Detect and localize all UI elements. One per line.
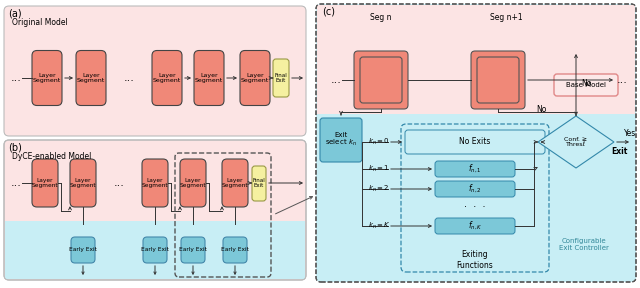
- Text: $k_n=2$: $k_n=2$: [368, 184, 390, 194]
- Text: Exit: Exit: [334, 132, 348, 138]
- FancyBboxPatch shape: [4, 6, 306, 136]
- Text: ...: ...: [11, 178, 21, 188]
- FancyBboxPatch shape: [4, 140, 306, 280]
- FancyBboxPatch shape: [142, 159, 168, 207]
- Text: $f_{n,1}$: $f_{n,1}$: [468, 163, 482, 175]
- Text: Layer
Segment: Layer Segment: [153, 73, 181, 84]
- FancyBboxPatch shape: [152, 50, 182, 105]
- Text: Layer
Segment: Layer Segment: [195, 73, 223, 84]
- Text: (c): (c): [322, 6, 335, 16]
- Text: Layer
Segment: Layer Segment: [32, 178, 58, 188]
- Text: $f_{n,K}$: $f_{n,K}$: [468, 220, 483, 232]
- FancyBboxPatch shape: [181, 237, 205, 263]
- Text: No Exits: No Exits: [460, 137, 491, 147]
- FancyBboxPatch shape: [180, 159, 206, 207]
- FancyBboxPatch shape: [435, 218, 515, 234]
- Text: Layer
Segment: Layer Segment: [77, 73, 105, 84]
- Text: ...: ...: [113, 178, 124, 188]
- FancyBboxPatch shape: [360, 57, 402, 103]
- FancyBboxPatch shape: [320, 118, 362, 162]
- Text: Seg n+1: Seg n+1: [490, 14, 522, 22]
- Text: No: No: [581, 79, 591, 88]
- Text: Layer
Segment: Layer Segment: [221, 178, 248, 188]
- FancyBboxPatch shape: [32, 50, 62, 105]
- FancyBboxPatch shape: [70, 159, 96, 207]
- Text: Layer
Segment: Layer Segment: [180, 178, 206, 188]
- Text: Early Exit: Early Exit: [221, 247, 249, 253]
- Bar: [317, 5, 635, 114]
- Text: Final
Exit: Final Exit: [253, 178, 266, 188]
- Bar: [5, 221, 305, 279]
- Text: ...: ...: [616, 75, 627, 85]
- Text: DyCE-enabled Model: DyCE-enabled Model: [12, 152, 92, 161]
- Text: Configurable
Exit Controller: Configurable Exit Controller: [559, 238, 609, 251]
- FancyBboxPatch shape: [401, 124, 549, 272]
- Text: (a): (a): [8, 8, 22, 18]
- Text: Layer
Segment: Layer Segment: [33, 73, 61, 84]
- Polygon shape: [538, 116, 614, 168]
- Text: Seg n: Seg n: [371, 14, 392, 22]
- Text: ...: ...: [124, 73, 134, 83]
- FancyBboxPatch shape: [194, 50, 224, 105]
- Text: Final
Exit: Final Exit: [275, 73, 287, 84]
- Text: (b): (b): [8, 142, 22, 152]
- Text: $f_{n,2}$: $f_{n,2}$: [468, 183, 482, 195]
- FancyBboxPatch shape: [223, 237, 247, 263]
- Text: select $k_n$: select $k_n$: [325, 138, 357, 148]
- FancyBboxPatch shape: [32, 159, 58, 207]
- Text: Layer
Segment: Layer Segment: [70, 178, 96, 188]
- FancyBboxPatch shape: [143, 237, 167, 263]
- FancyBboxPatch shape: [222, 159, 248, 207]
- FancyBboxPatch shape: [354, 51, 408, 109]
- FancyBboxPatch shape: [316, 4, 636, 282]
- Text: ·  ·  ·: · · ·: [464, 202, 486, 213]
- Text: ...: ...: [331, 75, 341, 85]
- Text: Early Exit: Early Exit: [69, 247, 97, 253]
- FancyBboxPatch shape: [76, 50, 106, 105]
- Text: Early Exit: Early Exit: [179, 247, 207, 253]
- FancyBboxPatch shape: [477, 57, 519, 103]
- Text: $k_n=0$: $k_n=0$: [368, 137, 390, 147]
- Text: Layer
Segment: Layer Segment: [241, 73, 269, 84]
- Text: Conf. ≥
Thresℓ: Conf. ≥ Thresℓ: [564, 137, 588, 147]
- Text: Exiting
Functions: Exiting Functions: [456, 250, 493, 270]
- FancyBboxPatch shape: [435, 181, 515, 197]
- Text: Exit: Exit: [612, 147, 628, 156]
- Text: Yes: Yes: [624, 130, 636, 139]
- Text: $k_n=K$: $k_n=K$: [368, 221, 391, 231]
- FancyBboxPatch shape: [252, 166, 266, 201]
- Text: Base Model: Base Model: [566, 82, 606, 88]
- Text: Early Exit: Early Exit: [141, 247, 169, 253]
- FancyBboxPatch shape: [554, 74, 618, 96]
- FancyBboxPatch shape: [435, 161, 515, 177]
- FancyBboxPatch shape: [71, 237, 95, 263]
- Text: Original Model: Original Model: [12, 18, 68, 27]
- Text: No: No: [536, 105, 547, 115]
- FancyBboxPatch shape: [273, 59, 289, 97]
- FancyBboxPatch shape: [471, 51, 525, 109]
- Text: Layer
Segment: Layer Segment: [141, 178, 168, 188]
- Text: $k_n=1$: $k_n=1$: [368, 164, 390, 174]
- FancyBboxPatch shape: [240, 50, 270, 105]
- Text: ...: ...: [11, 73, 21, 83]
- FancyBboxPatch shape: [405, 130, 545, 154]
